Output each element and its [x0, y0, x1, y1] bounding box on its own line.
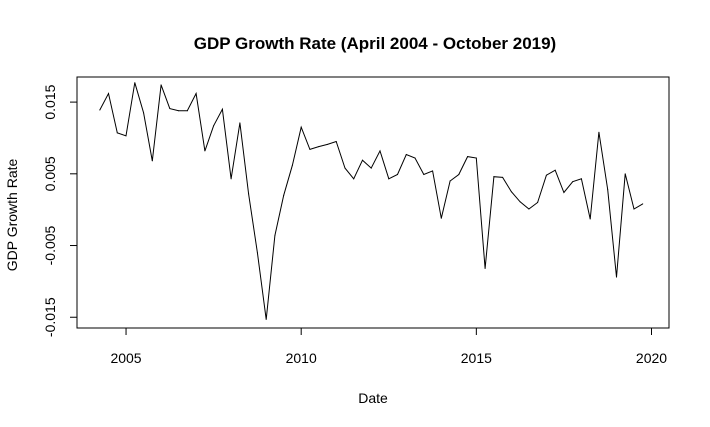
data-point	[143, 112, 145, 114]
data-point	[379, 150, 381, 152]
y-tick-label: -0.015	[42, 297, 58, 337]
y-axis-label: GDP Growth Rate	[4, 159, 20, 272]
data-point	[125, 135, 127, 137]
data-point	[230, 178, 232, 180]
data-point	[580, 178, 582, 180]
data-point	[151, 160, 153, 162]
series-layer	[99, 82, 644, 320]
data-point	[326, 143, 328, 145]
data-point	[414, 157, 416, 159]
data-point	[134, 82, 136, 84]
data-point	[475, 157, 477, 159]
data-point	[116, 132, 118, 134]
data-point	[99, 109, 101, 111]
data-point	[291, 164, 293, 166]
data-point	[467, 156, 469, 158]
x-tick-label: 2015	[461, 350, 492, 366]
data-point	[598, 131, 600, 133]
data-point	[361, 159, 363, 161]
series-line	[99, 82, 643, 320]
y-tick-label: -0.005	[42, 225, 58, 265]
x-axis: 2005 2010 2015 2020	[110, 328, 667, 366]
data-point	[397, 174, 399, 176]
data-point	[213, 125, 215, 127]
data-point	[265, 318, 267, 320]
data-point	[440, 217, 442, 219]
data-point	[589, 218, 591, 220]
data-point	[572, 181, 574, 183]
data-point	[318, 146, 320, 148]
data-point	[256, 252, 258, 254]
data-point	[186, 110, 188, 112]
data-point	[274, 234, 276, 236]
data-point	[169, 108, 171, 110]
data-point	[449, 180, 451, 182]
data-point	[537, 202, 539, 203]
data-point	[309, 148, 311, 150]
data-point	[493, 176, 495, 178]
data-point	[405, 153, 407, 155]
data-point	[108, 92, 110, 94]
data-point	[221, 108, 223, 110]
data-point	[624, 173, 626, 175]
chart-title: GDP Growth Rate (April 2004 - October 20…	[194, 34, 556, 53]
data-point	[607, 189, 609, 191]
data-point	[248, 193, 250, 195]
data-point	[283, 194, 285, 196]
data-point	[519, 201, 521, 203]
data-point	[423, 174, 425, 176]
data-point	[204, 150, 206, 152]
data-point	[335, 141, 337, 143]
data-point	[615, 276, 617, 278]
data-point	[633, 208, 635, 210]
plot-frame	[76, 76, 670, 329]
x-axis-label: Date	[358, 390, 388, 406]
y-tick-label: 0.015	[42, 84, 58, 119]
y-axis: -0.015 -0.005 0.005 0.015	[42, 84, 77, 337]
y-tick-label: 0.005	[42, 156, 58, 191]
data-point	[160, 84, 162, 86]
data-point	[554, 169, 556, 171]
data-point	[484, 267, 486, 269]
data-point	[239, 122, 241, 124]
data-point	[458, 174, 460, 176]
data-point	[195, 92, 197, 94]
data-point	[545, 174, 547, 176]
data-point	[388, 178, 390, 180]
data-point	[432, 170, 434, 172]
data-point	[642, 203, 644, 205]
data-point	[563, 191, 565, 193]
data-point	[178, 110, 180, 112]
data-point	[344, 167, 346, 169]
data-point	[528, 208, 530, 210]
x-tick-label: 2005	[110, 350, 141, 366]
data-point	[502, 176, 504, 178]
data-point	[300, 126, 302, 128]
x-tick-label: 2010	[286, 350, 317, 366]
x-tick-label: 2020	[636, 350, 667, 366]
data-point	[510, 191, 512, 193]
data-point	[370, 167, 372, 169]
data-point	[353, 178, 355, 180]
